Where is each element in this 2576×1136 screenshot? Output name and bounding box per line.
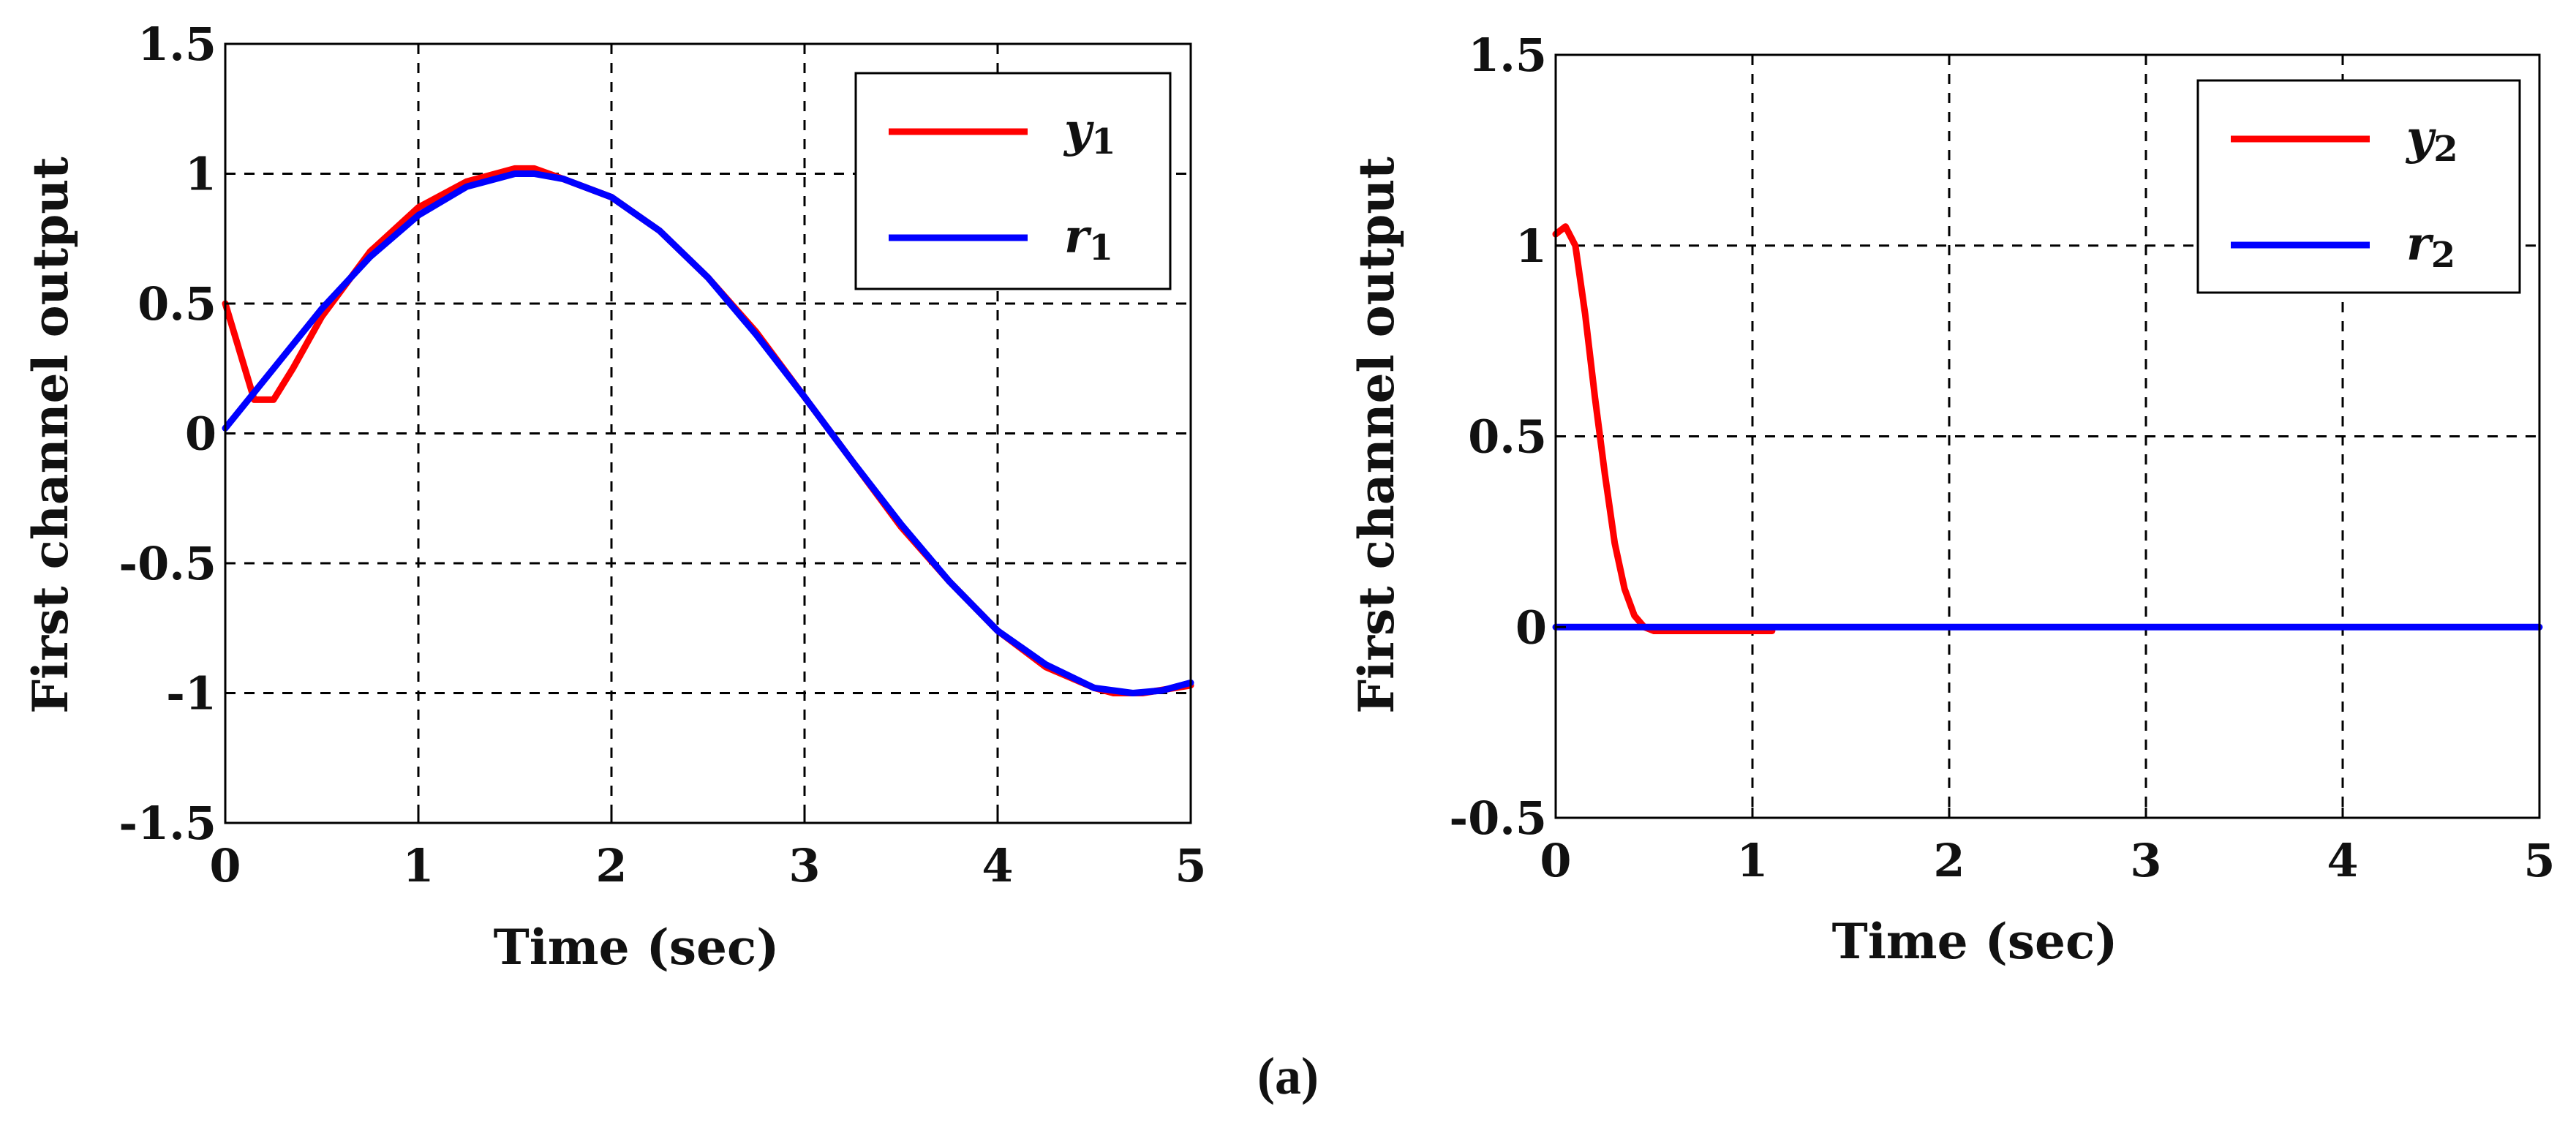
chart-left-series-r1-line <box>222 170 1194 696</box>
chart-left-xtick-label: 4 <box>982 839 1013 892</box>
chart-left-xtick-label: 3 <box>788 839 820 892</box>
chart-left-legend-box <box>854 72 1172 290</box>
chart-right-ytick-label: 0.5 <box>1468 410 1547 464</box>
chart-right-ytick-label: 0 <box>1515 601 1547 654</box>
chart-right-xtick-label: 5 <box>2523 834 2555 887</box>
chart-left-ytick-label: -1 <box>166 667 216 721</box>
chart-left-xtick-label: 0 <box>209 839 241 892</box>
chart-right-legend-box <box>2196 79 2521 294</box>
chart-left-xtick-label: 5 <box>1175 839 1206 892</box>
chart-left-ytick-label: -0.5 <box>118 537 216 590</box>
chart-right-xtick-label: 0 <box>1540 834 1571 887</box>
chart-right-ytick-label: -0.5 <box>1449 791 1547 845</box>
chart-right-xlabel: Time (sec) <box>1832 913 2118 970</box>
chart-left-xtick-label: 1 <box>402 839 434 892</box>
chart-left-ytick-label: -1.5 <box>118 797 216 850</box>
chart-right-xtick-label: 2 <box>1933 834 1965 887</box>
chart-left-ylabel: First channel output <box>22 157 79 714</box>
chart-right-xtick-label: 4 <box>2327 834 2358 887</box>
chart-left-ytick-label: 0.5 <box>138 277 216 331</box>
chart-right: First channel output Time (sec) 0 1 2 3 4 5 1.… <box>1348 29 2556 970</box>
chart-right-ytick-label: 1.5 <box>1468 29 1547 82</box>
chart-left-ytick-label: 1.5 <box>138 18 216 71</box>
chart-right-ytick-label: 1 <box>1515 219 1547 273</box>
chart-left-xtick-label: 2 <box>595 839 627 892</box>
chart-right-xtick-label: 1 <box>1736 834 1768 887</box>
chart-left-ytick-label: 0 <box>185 407 216 461</box>
figure-caption: (a) <box>1257 1047 1319 1105</box>
chart-left-xlabel: Time (sec) <box>494 919 780 976</box>
chart-left-ytick-label: 1 <box>185 148 216 201</box>
chart-right-ylabel: First channel output <box>1348 157 1405 714</box>
chart-right-series-y2-line <box>1552 223 1776 634</box>
chart-right-xtick-label: 3 <box>2130 834 2161 887</box>
chart-left: First channel output Time (sec) 0 1 2 3 4 5 1.… <box>22 18 1207 976</box>
